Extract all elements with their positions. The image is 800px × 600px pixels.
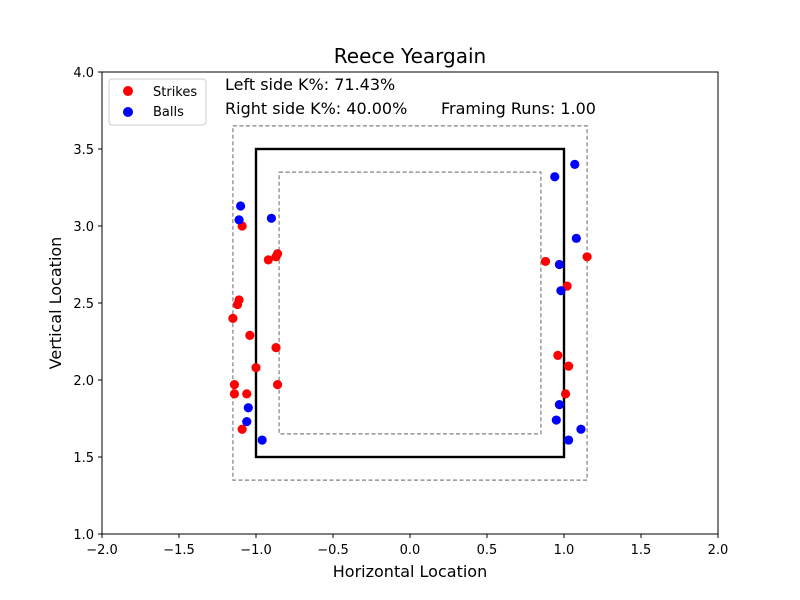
x-tick-label: 2.0: [708, 543, 729, 558]
legend-balls-label: Balls: [153, 105, 184, 120]
ball-point: [564, 435, 574, 445]
strike-point: [229, 380, 240, 390]
strike-point: [582, 252, 592, 262]
ball-point: [266, 213, 276, 223]
inner-zone: [278, 171, 542, 435]
ball-point: [551, 415, 561, 425]
ball-point: [554, 400, 564, 410]
right-k-annotation: Right side K%: 40.00%: [225, 99, 407, 118]
points-group: [228, 159, 592, 445]
strike-point: [228, 313, 238, 323]
y-tick-label: 2.0: [73, 374, 94, 389]
strike-point: [540, 256, 551, 267]
strike-point: [245, 330, 255, 340]
ball-point: [556, 286, 566, 296]
x-tick-label: −1.0: [240, 543, 272, 558]
ball-point: [550, 172, 560, 182]
legend-box: [108, 78, 207, 126]
legend-strikes-label: Strikes: [153, 85, 197, 100]
ball-point: [571, 233, 581, 243]
strike-point: [251, 363, 261, 373]
y-tick-label: 3.0: [73, 220, 94, 235]
legend-strikes-marker: [123, 86, 133, 96]
strike-point: [271, 252, 281, 262]
strike-zone: [254, 147, 566, 459]
ball-point: [554, 259, 564, 270]
strike-point: [263, 255, 273, 265]
ball-point: [236, 201, 246, 211]
x-tick-label: −2.0: [86, 543, 118, 558]
framing-runs-annotation: Framing Runs: 1.00: [441, 99, 596, 118]
y-tick-label: 2.5: [73, 297, 94, 312]
strike-point: [229, 389, 240, 399]
x-tick-label: −1.5: [163, 543, 195, 558]
chart-title: Reece Yeargain: [334, 44, 486, 68]
ball-point: [234, 215, 244, 225]
x-tick-label: 1.5: [631, 543, 652, 558]
x-axis-label: Horizontal Location: [333, 562, 487, 581]
legend: Strikes Balls: [108, 78, 207, 126]
outer-zone: [232, 125, 588, 481]
strike-point: [232, 299, 243, 310]
ball-point: [576, 424, 586, 434]
y-tick-label: 4.0: [73, 66, 94, 81]
strike-point: [553, 350, 563, 360]
x-tick-label: 1.0: [554, 543, 575, 558]
strike-point: [272, 380, 283, 390]
strike-point: [560, 389, 571, 399]
plot-area: [102, 72, 718, 534]
x-tick-label: −0.5: [317, 543, 349, 558]
left-k-annotation: Left side K%: 71.43%: [225, 75, 395, 94]
strike-point: [271, 343, 281, 353]
ball-point: [570, 159, 580, 169]
strike-point: [564, 361, 574, 371]
y-tick-label: 1.5: [73, 451, 94, 466]
x-tick-label: 0.0: [400, 543, 421, 558]
plot-background: [102, 72, 718, 534]
y-tick-label: 3.5: [73, 143, 94, 158]
y-axis: 1.0 1.5 2.0 2.5 3.0 3.5 4.0: [73, 66, 102, 543]
y-axis-label: Vertical Location: [46, 237, 65, 370]
x-axis: −2.0 −1.5 −1.0 −0.5 0.0 0.5 1.0 1.5 2.0: [86, 534, 728, 558]
ball-point: [243, 403, 253, 413]
strike-point: [242, 389, 252, 399]
ball-point: [242, 416, 252, 427]
strike-point: [237, 424, 247, 434]
y-tick-label: 1.0: [73, 528, 94, 543]
legend-balls-marker: [123, 107, 133, 117]
zone-group: [232, 125, 588, 481]
ball-point: [257, 435, 267, 445]
x-tick-label: 0.5: [477, 543, 498, 558]
